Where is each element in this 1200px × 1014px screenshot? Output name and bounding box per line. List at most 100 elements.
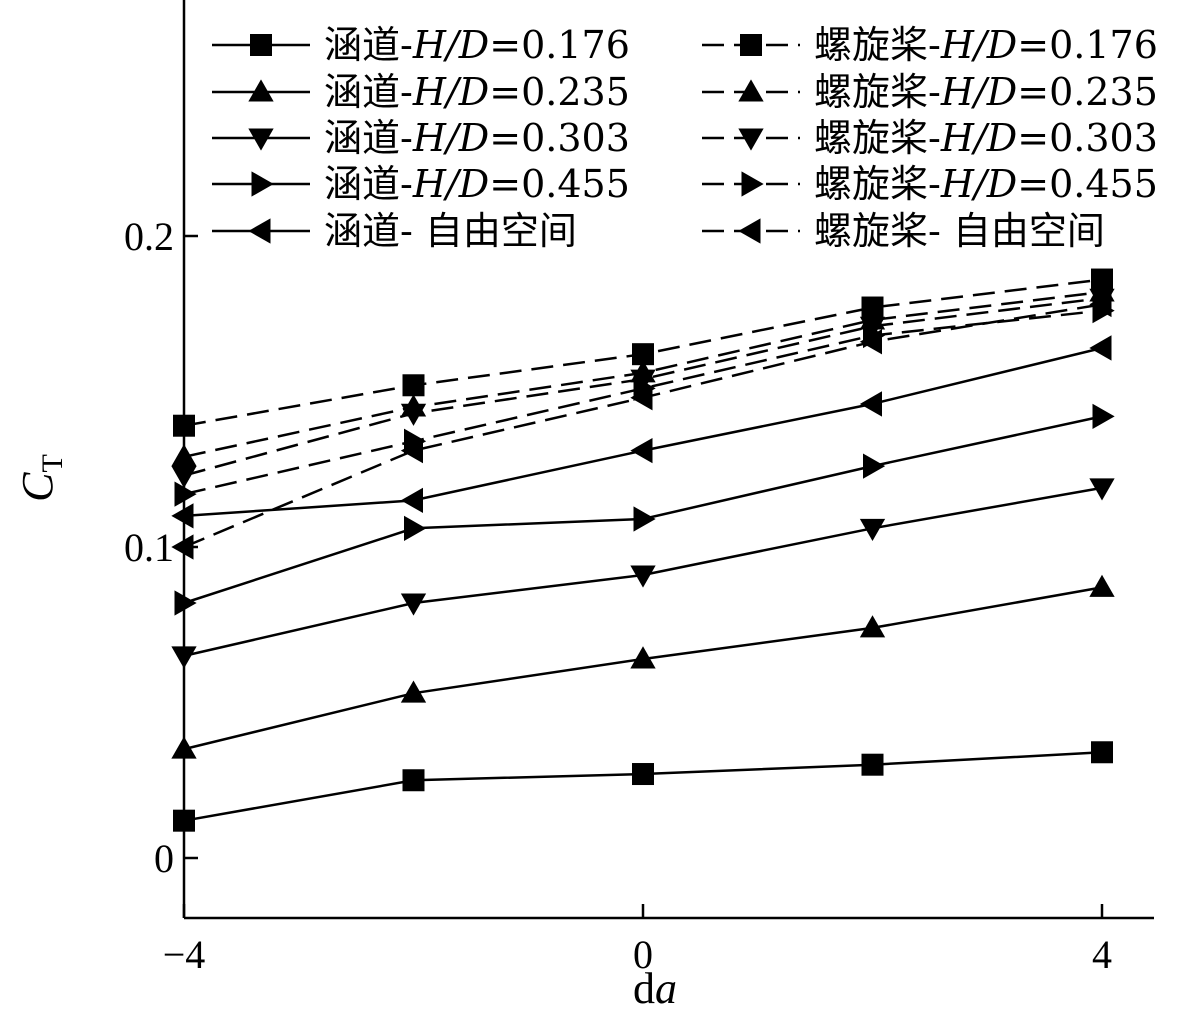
legend-marker (738, 218, 761, 244)
data-point-marker (633, 506, 656, 532)
legend-marker (248, 218, 271, 244)
data-point-marker (632, 763, 654, 786)
legend-marker (741, 171, 764, 197)
data-point-marker (859, 329, 882, 355)
data-point-marker (404, 515, 427, 541)
data-point-marker (859, 316, 886, 339)
legend-marker (250, 34, 272, 56)
legend-item-7: 螺旋桨-H/D=0.235 (702, 70, 1158, 114)
legend-label-prefix: 螺旋桨- (814, 23, 941, 67)
legend-marker (738, 79, 764, 102)
legend-item-10: 螺旋桨- 自由空间 (702, 209, 1105, 253)
legend: 涵道-H/D=0.176涵道-H/D=0.235涵道-H/D=0.303涵道-H… (212, 23, 1158, 253)
legend-label-italic: H/D (412, 162, 489, 206)
legend-label: 螺旋桨- 自由空间 (814, 209, 1105, 253)
data-point-marker (171, 503, 194, 529)
legend-item-8: 螺旋桨-H/D=0.303 (702, 116, 1158, 160)
y-tick-label: 0.1 (124, 525, 174, 570)
series-line (183, 751, 1103, 822)
data-point-marker (1092, 403, 1115, 430)
legend-label-prefix: 螺旋桨- (814, 70, 941, 114)
series-4 (174, 403, 1115, 616)
legend-item-5: 涵道- 自由空间 (212, 209, 577, 253)
y-tick-label: 0 (154, 836, 174, 881)
data-point-marker (630, 437, 653, 464)
legend-label-prefix: 涵道- (324, 70, 413, 114)
legend-label: 螺旋桨-H/D=0.235 (814, 70, 1158, 114)
legend-item-2: 涵道-H/D=0.235 (212, 70, 630, 114)
data-point-marker (402, 374, 425, 397)
legend-label: 涵道-H/D=0.455 (324, 162, 630, 206)
data-point-marker (171, 736, 197, 759)
series-6 (173, 268, 1113, 437)
legend-label-suffix: =0.303 (489, 116, 630, 160)
legend-label: 涵道-H/D=0.235 (324, 70, 630, 114)
y-axis-label: CT (13, 454, 69, 502)
axes: −4 0 4 0 0.1 0.2 (124, 0, 1154, 977)
legend-label: 涵道-H/D=0.176 (324, 23, 630, 67)
legend-label-prefix: 涵道- (324, 116, 413, 160)
x-tick-label: −4 (163, 932, 206, 977)
data-point-marker (632, 343, 654, 366)
legend-item-9: 螺旋桨-H/D=0.455 (702, 162, 1158, 206)
data-point-marker (400, 593, 427, 616)
legend-label-italic: H/D (940, 70, 1017, 114)
legend-item-3: 涵道-H/D=0.303 (212, 116, 630, 160)
data-point-marker (859, 518, 886, 541)
data-point-marker (400, 487, 423, 513)
legend-label-suffix: =0.176 (1017, 23, 1158, 67)
legend-marker (740, 34, 762, 56)
legend-label-italic: H/D (412, 116, 489, 160)
series-2 (171, 574, 1115, 759)
data-point-marker (173, 414, 195, 437)
data-point-marker (859, 615, 886, 638)
legend-label-italic: H/D (412, 23, 489, 67)
legend-label-italic: H/D (940, 116, 1017, 160)
legend-marker (248, 128, 274, 151)
axis-titles: da CT (13, 454, 677, 1013)
data-point-marker (171, 444, 197, 467)
data-point-marker (1089, 478, 1115, 501)
legend-label-italic: H/D (940, 23, 1017, 67)
legend-label-suffix: =0.303 (1017, 116, 1158, 160)
data-point-marker (171, 646, 197, 669)
legend-label: 螺旋桨-H/D=0.176 (814, 23, 1158, 67)
data-point-marker (863, 453, 886, 479)
x-tick-label: 4 (1092, 932, 1112, 977)
legend-item-1: 涵道-H/D=0.176 (212, 23, 630, 67)
series-1 (173, 741, 1113, 832)
legend-label-italic: H/D (940, 162, 1017, 206)
data-point-marker (1089, 335, 1112, 361)
y-axis-label-subscript: T (36, 454, 69, 472)
legend-label: 螺旋桨-H/D=0.303 (814, 116, 1158, 160)
legend-item-4: 涵道-H/D=0.455 (212, 162, 630, 206)
data-point-marker (174, 590, 197, 616)
series-layer (171, 268, 1115, 832)
data-point-marker (174, 481, 197, 507)
legend-label: 螺旋桨-H/D=0.455 (814, 162, 1158, 206)
legend-marker (251, 171, 274, 197)
data-point-marker (859, 391, 882, 417)
data-point-marker (630, 385, 653, 411)
y-tick-label: 0.2 (124, 214, 174, 259)
series-line (183, 309, 1103, 496)
legend-marker (738, 128, 764, 151)
legend-label-suffix: =0.235 (489, 70, 630, 114)
data-point-marker (400, 403, 427, 426)
data-point-marker (1089, 574, 1115, 597)
legend-label-suffix: =0.455 (489, 162, 630, 206)
legend-label-prefix: 螺旋桨- (814, 162, 941, 206)
legend-label-suffix: =0.235 (1017, 70, 1158, 114)
legend-label-prefix: 螺旋桨- (814, 116, 941, 160)
legend-item-6: 螺旋桨-H/D=0.176 (702, 23, 1158, 67)
x-axis-label: da (633, 964, 677, 1013)
legend-label-italic: H/D (412, 70, 489, 114)
x-axis-label-d: d (633, 964, 655, 1013)
data-point-marker (861, 753, 884, 776)
legend-label: 涵道-H/D=0.303 (324, 116, 630, 160)
legend-label-prefix: 涵道- (324, 162, 413, 206)
legend-marker (248, 79, 274, 102)
legend-label-suffix: =0.176 (489, 23, 630, 67)
data-point-marker (630, 369, 656, 392)
